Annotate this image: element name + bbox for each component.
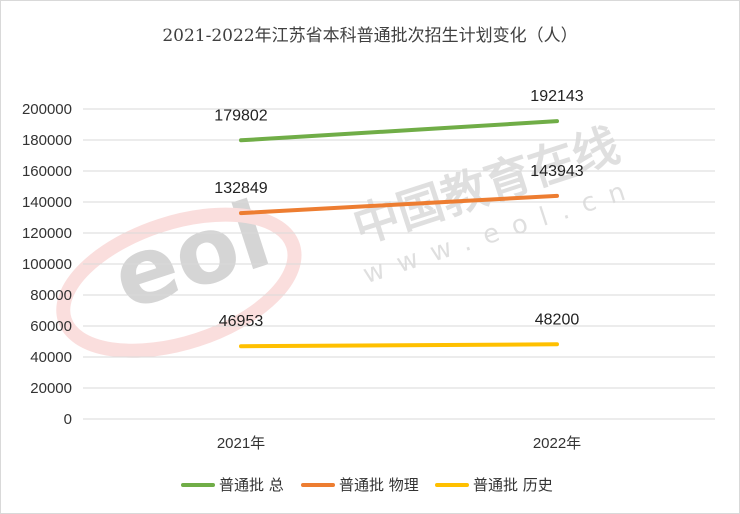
data-label: 132849 xyxy=(214,180,267,197)
data-labels: 179802 192143 132849 143943 46953 48200 xyxy=(214,88,583,330)
series-line xyxy=(239,119,559,143)
y-tick-label: 40000 xyxy=(30,349,72,366)
y-tick-label: 0 xyxy=(64,411,72,428)
legend-label: 普通批 总 xyxy=(219,476,284,494)
y-tick-label: 200000 xyxy=(22,101,72,118)
series-line xyxy=(239,342,559,349)
series-lines xyxy=(239,119,559,349)
chart-title: 2021-2022年江苏省本科普通批次招生计划变化（人） xyxy=(162,26,578,46)
legend-label: 普通批 历史 xyxy=(473,476,553,494)
data-label: 179802 xyxy=(214,107,267,124)
series-line xyxy=(239,193,559,216)
x-axis: 2021年 2022年 xyxy=(217,435,581,452)
data-label: 48200 xyxy=(535,311,580,328)
data-label: 143943 xyxy=(530,163,583,180)
y-tick-label: 140000 xyxy=(22,194,72,211)
y-tick-label: 60000 xyxy=(30,318,72,335)
legend-label: 普通批 物理 xyxy=(339,476,419,494)
x-tick-label: 2021年 xyxy=(217,435,265,452)
y-tick-label: 160000 xyxy=(22,163,72,180)
data-label: 192143 xyxy=(530,88,583,105)
gridlines xyxy=(83,108,715,420)
y-tick-label: 120000 xyxy=(22,225,72,242)
y-tick-label: 100000 xyxy=(22,256,72,273)
legend: 普通批 总 普通批 物理 普通批 历史 xyxy=(181,476,553,494)
y-axis: 0 20000 40000 60000 80000 100000 120000 140000 1… xyxy=(22,101,72,428)
data-label: 46953 xyxy=(219,313,264,330)
y-tick-label: 20000 xyxy=(30,380,72,397)
y-tick-label: 80000 xyxy=(30,287,72,304)
watermark-swoosh xyxy=(56,207,302,358)
y-tick-label: 180000 xyxy=(22,132,72,149)
x-tick-label: 2022年 xyxy=(533,435,581,452)
